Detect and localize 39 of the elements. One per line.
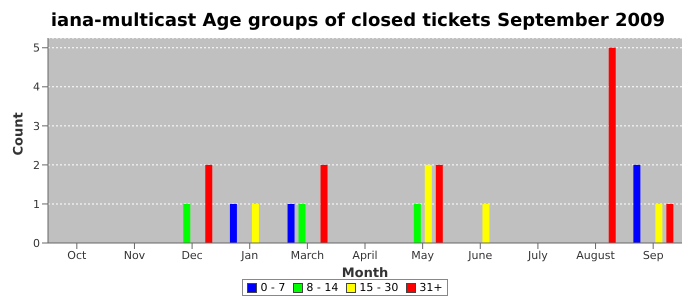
bar (288, 204, 295, 243)
y-tick-label: 2 (33, 158, 40, 172)
bar (205, 164, 212, 243)
bar (655, 204, 662, 243)
x-tick-label: August (576, 248, 616, 262)
bar (424, 164, 432, 243)
bar (414, 204, 421, 243)
chart-title: iana-multicast Age groups of closed tickets September 2009 (50, 9, 666, 33)
bar (436, 164, 443, 243)
bar (666, 204, 674, 243)
x-tick-label: April (352, 248, 378, 262)
y-tick-label: 1 (33, 198, 40, 211)
legend-label: 0 - 7 (259, 281, 286, 294)
x-tick-label: Oct (67, 248, 88, 262)
x-axis-title: Month (342, 266, 388, 281)
bar (183, 204, 190, 243)
bar (633, 164, 640, 243)
y-tick-label: 5 (33, 42, 40, 55)
x-tick-label: Sep (642, 248, 664, 262)
y-axis-title: Count (12, 112, 27, 156)
x-tick-label: Jan (240, 248, 258, 262)
bar (230, 204, 237, 243)
y-tick-label: 0 (33, 236, 40, 250)
legend-label: 31+ (418, 281, 443, 294)
bar (320, 164, 328, 243)
bar (608, 48, 616, 243)
y-tick-label: 4 (33, 80, 40, 94)
x-tick-label: March (290, 248, 324, 262)
x-tick-label: July (527, 248, 548, 262)
y-tick-label: 3 (33, 120, 40, 133)
bar (482, 204, 490, 243)
bar (252, 204, 259, 243)
bar (298, 204, 306, 243)
x-tick-label: May (411, 248, 434, 262)
x-tick-label: June (467, 248, 492, 262)
x-tick-label: Dec (181, 248, 203, 262)
legend-label: 15 - 30 (358, 281, 398, 294)
legend-label: 8 - 14 (305, 281, 338, 294)
x-tick-label: Nov (124, 248, 146, 262)
